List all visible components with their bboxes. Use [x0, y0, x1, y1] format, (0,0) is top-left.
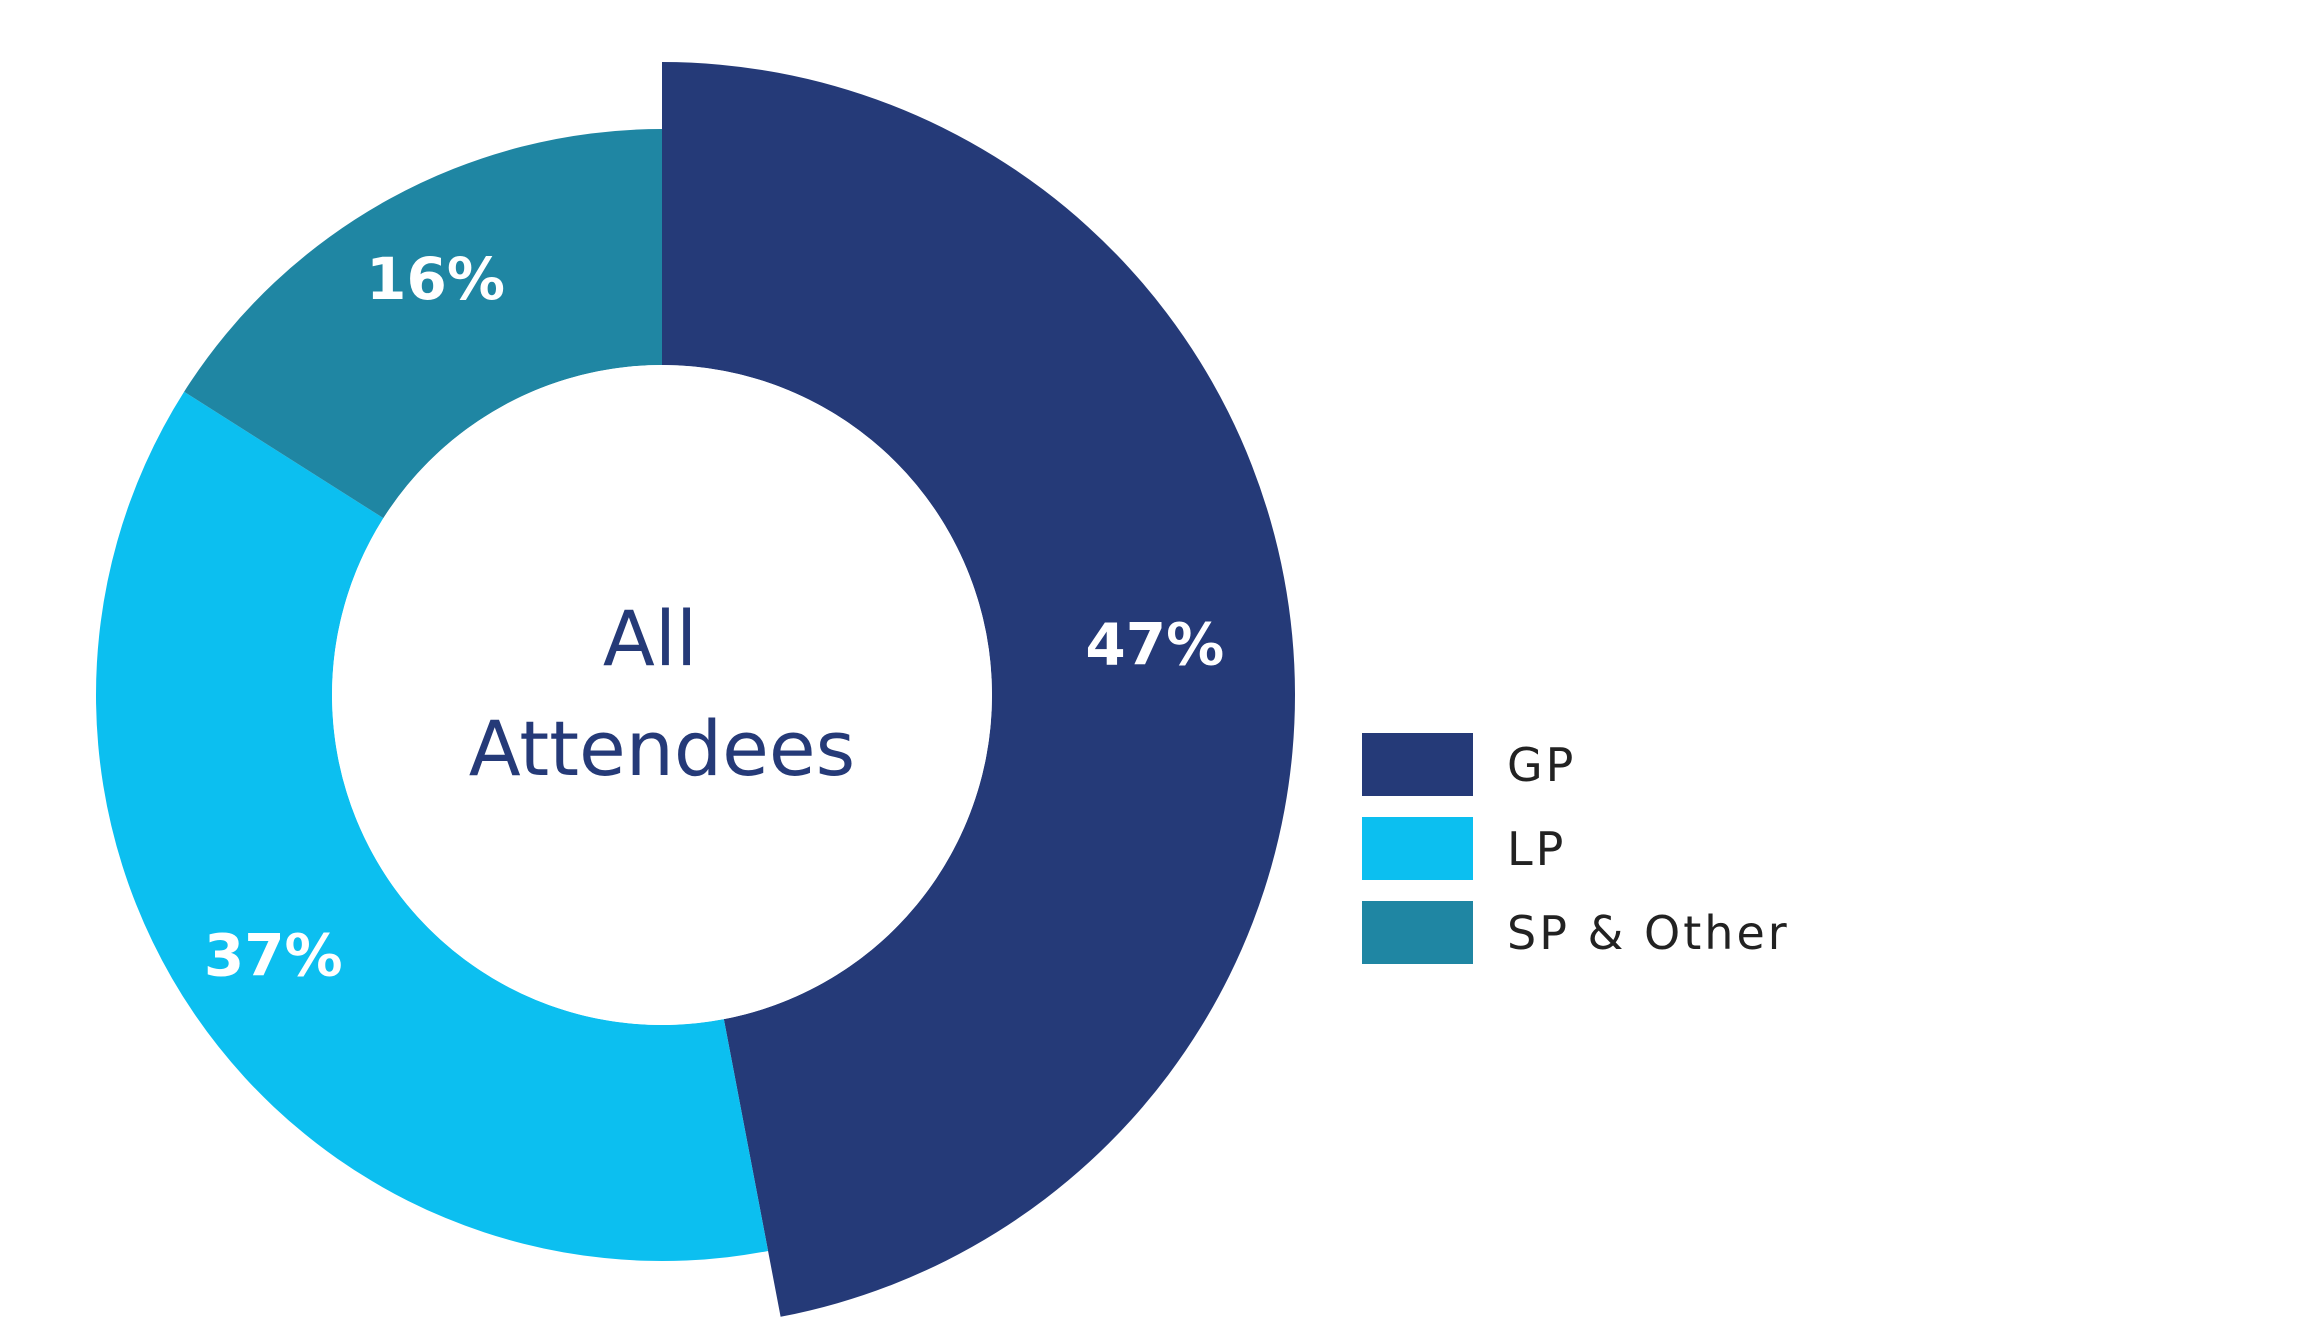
center-label-line-2: Attendees	[469, 704, 856, 793]
legend-swatch-gp	[1362, 733, 1473, 796]
legend: GP LP SP & Other	[1362, 733, 1790, 985]
center-label-line-1: All	[603, 594, 697, 683]
data-label-gp: 47%	[1085, 611, 1224, 679]
legend-label-lp: LP	[1507, 821, 1567, 876]
legend-swatch-sp-other	[1362, 901, 1473, 964]
legend-item-gp: GP	[1362, 733, 1790, 796]
data-label-sp-other: 16%	[366, 245, 505, 313]
legend-swatch-lp	[1362, 817, 1473, 880]
slice-sp-other	[184, 129, 662, 519]
data-label-lp: 37%	[204, 921, 343, 989]
legend-label-gp: GP	[1507, 737, 1577, 792]
slice-lp	[95, 391, 769, 1262]
legend-item-lp: LP	[1362, 817, 1790, 880]
legend-label-sp-other: SP & Other	[1507, 905, 1790, 960]
slice-gp	[662, 62, 1296, 1317]
legend-item-sp-other: SP & Other	[1362, 901, 1790, 964]
donut-hole	[332, 365, 992, 1025]
